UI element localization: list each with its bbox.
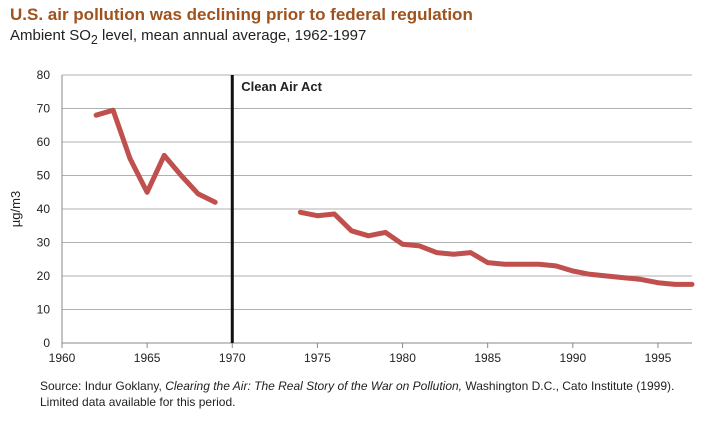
- y-tick-label: 30: [37, 236, 51, 250]
- x-tick-label: 1990: [559, 351, 586, 365]
- x-tick-label: 1985: [474, 351, 501, 365]
- y-tick-label: 20: [37, 269, 51, 283]
- x-tick-label: 1960: [49, 351, 76, 365]
- y-tick-label: 80: [37, 68, 51, 82]
- source-note: Source: Indur Goklany, Clearing the Air:…: [40, 378, 710, 410]
- y-axis-label: µg/m3: [8, 191, 23, 227]
- x-tick-label: 1980: [389, 351, 416, 365]
- line-chart: 0 10 20 30 40 50 60 70 80 1960 1965 1970 1975 1980 198…: [0, 0, 725, 427]
- x-tick-label: 1975: [304, 351, 331, 365]
- series-line-segment: [96, 110, 215, 202]
- y-tick-label: 40: [37, 202, 51, 216]
- y-tick-label: 50: [37, 169, 51, 183]
- series-line-segment: [300, 212, 692, 284]
- source-title: Clearing the Air: The Real Story of the …: [165, 379, 462, 393]
- x-tick-label: 1995: [645, 351, 672, 365]
- source-prefix: Source: Indur Goklany,: [40, 379, 165, 393]
- x-tick-label: 1970: [219, 351, 246, 365]
- y-tick-label: 60: [37, 135, 51, 149]
- y-tick-label: 70: [37, 102, 51, 116]
- y-tick-label: 0: [43, 336, 50, 350]
- event-label: Clean Air Act: [241, 79, 322, 94]
- x-tick-label: 1965: [134, 351, 161, 365]
- y-tick-label: 10: [37, 303, 51, 317]
